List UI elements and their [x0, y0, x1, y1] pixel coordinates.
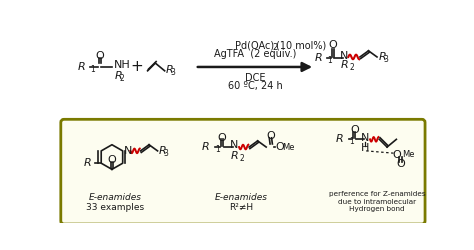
Text: 1: 1 — [90, 65, 95, 74]
Text: 1: 1 — [215, 145, 220, 154]
FancyBboxPatch shape — [61, 119, 425, 224]
Text: 60 ºC, 24 h: 60 ºC, 24 h — [228, 81, 283, 91]
Text: 33 examples: 33 examples — [86, 202, 144, 211]
Text: R: R — [336, 134, 344, 144]
Text: R²≠H: R²≠H — [229, 202, 254, 211]
Text: 3: 3 — [383, 55, 388, 64]
Text: 2: 2 — [120, 74, 125, 83]
Text: O: O — [397, 159, 405, 169]
Text: R: R — [202, 142, 210, 152]
Text: Me: Me — [282, 142, 294, 152]
Text: R: R — [315, 53, 323, 63]
Text: N: N — [340, 51, 349, 61]
Text: O: O — [275, 142, 284, 152]
Text: +: + — [130, 59, 143, 74]
Text: O: O — [392, 150, 401, 160]
Text: 2: 2 — [272, 43, 277, 52]
Text: O: O — [108, 155, 116, 165]
Text: 2: 2 — [239, 154, 244, 163]
Text: R: R — [159, 146, 167, 156]
Text: N: N — [124, 146, 133, 156]
Text: R: R — [78, 62, 86, 72]
Text: Pd(OAc): Pd(OAc) — [236, 40, 274, 50]
Text: AgTFA  (2 equiv.): AgTFA (2 equiv.) — [214, 49, 296, 59]
Text: 1: 1 — [328, 56, 332, 64]
Text: DCE: DCE — [245, 73, 265, 83]
Text: NH: NH — [113, 60, 130, 70]
Text: 3: 3 — [171, 68, 176, 77]
Text: O: O — [328, 40, 337, 50]
Text: R: R — [84, 158, 92, 168]
Text: N: N — [361, 133, 370, 143]
Text: 3: 3 — [164, 149, 169, 158]
Text: 1: 1 — [349, 137, 354, 146]
Text: N: N — [230, 140, 238, 150]
Text: due to intramolecular: due to intramolecular — [338, 199, 416, 205]
Text: R: R — [341, 60, 348, 70]
Text: (10 mol%): (10 mol%) — [276, 40, 326, 50]
Text: H: H — [361, 143, 370, 153]
Text: O: O — [350, 125, 359, 135]
Text: perference for Z-enamides: perference for Z-enamides — [328, 191, 425, 197]
Text: R: R — [230, 151, 238, 161]
Text: R: R — [379, 52, 386, 62]
Text: Hydrogen bond: Hydrogen bond — [349, 206, 405, 212]
Text: Me: Me — [402, 150, 415, 159]
Text: O: O — [266, 131, 275, 141]
Text: 2: 2 — [349, 63, 354, 72]
Text: E‑enamides: E‑enamides — [215, 193, 268, 202]
Text: R: R — [166, 65, 174, 75]
Text: R: R — [114, 71, 122, 81]
Text: E‑enamides: E‑enamides — [89, 193, 142, 202]
Text: O: O — [95, 51, 104, 61]
Text: O: O — [218, 133, 227, 143]
